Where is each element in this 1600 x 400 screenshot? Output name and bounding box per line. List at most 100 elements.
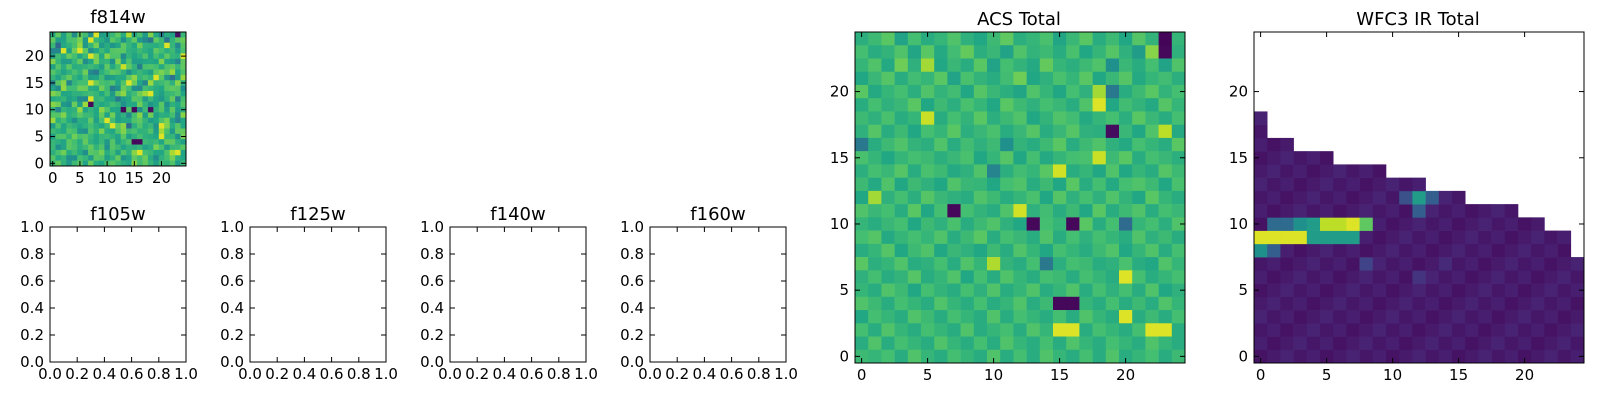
- heatmap-cell: [1359, 164, 1374, 178]
- heatmap-cell: [82, 85, 89, 92]
- heatmap-cell: [1359, 190, 1374, 205]
- heatmap-cell: [1092, 58, 1107, 73]
- heatmap-cell: [868, 164, 882, 178]
- heatmap-cell: [1346, 349, 1360, 364]
- heatmap-cell: [60, 42, 67, 49]
- y-tick-label: 0.6: [620, 272, 644, 290]
- heatmap-cell: [93, 37, 100, 44]
- y-tick-label: 10: [25, 101, 44, 119]
- heatmap-cell: [1132, 310, 1146, 324]
- heatmap-cell: [164, 107, 170, 113]
- heatmap-cell: [88, 112, 94, 119]
- heatmap-cell: [1000, 111, 1014, 125]
- heatmap-cell: [164, 80, 170, 86]
- heatmap-cell: [1026, 124, 1041, 139]
- heatmap-cell: [142, 48, 149, 54]
- panel-title: f814w: [90, 7, 145, 28]
- heatmap-cell: [973, 270, 988, 284]
- heatmap-cell: [1491, 204, 1506, 218]
- heatmap-cell: [55, 53, 62, 60]
- y-tick-label: 0.8: [20, 245, 44, 263]
- heatmap-cell: [947, 164, 961, 178]
- heatmap-cell: [66, 69, 73, 76]
- heatmap-cell: [894, 257, 909, 271]
- heatmap-cell: [934, 45, 948, 59]
- heatmap-cell: [1171, 283, 1186, 298]
- heatmap-cell: [180, 101, 187, 108]
- heatmap-cell: [1145, 177, 1159, 192]
- heatmap-cell: [907, 204, 922, 218]
- heatmap-cell: [131, 69, 138, 76]
- heatmap-cell: [126, 64, 132, 70]
- heatmap-cell: [973, 45, 988, 59]
- heatmap-cell: [1013, 283, 1027, 298]
- heatmap-cell: [1478, 336, 1492, 351]
- heatmap-cell: [1386, 190, 1400, 205]
- heatmap-cell: [894, 336, 909, 351]
- heatmap-cell: [1386, 230, 1400, 245]
- heatmap-cell: [1013, 257, 1027, 271]
- heatmap-cell: [1452, 257, 1466, 271]
- y-tick-label: 0.8: [620, 245, 644, 263]
- heatmap-cell: [55, 42, 62, 49]
- heatmap-cell: [973, 111, 988, 125]
- y-tick-label: 0.0: [220, 353, 244, 371]
- heatmap-cell: [1306, 190, 1321, 205]
- heatmap-cell: [93, 85, 100, 92]
- heatmap-cell: [1000, 32, 1014, 46]
- heatmap-cell: [120, 107, 127, 113]
- heatmap-cell: [1386, 257, 1400, 271]
- heatmap-cell: [1105, 323, 1120, 337]
- heatmap-cell: [1079, 177, 1093, 192]
- heatmap-cell: [169, 37, 176, 44]
- heatmap-cell: [175, 53, 181, 60]
- heatmap-cell: [1518, 310, 1532, 324]
- heatmap-cell: [934, 164, 948, 178]
- heatmap-cell: [960, 177, 975, 192]
- heatmap-cell: [855, 323, 869, 337]
- heatmap-cell: [126, 117, 132, 124]
- x-tick-label: 0.2: [65, 365, 89, 383]
- heatmap-cell: [88, 107, 94, 113]
- heatmap-cell: [104, 123, 111, 129]
- heatmap-cell: [1105, 98, 1120, 112]
- heatmap-cell: [50, 90, 56, 97]
- heatmap-cell: [1280, 204, 1294, 218]
- heatmap-cell: [881, 71, 895, 86]
- heatmap-cell: [1119, 310, 1133, 324]
- heatmap-cell: [50, 74, 56, 81]
- heatmap-cell: [960, 310, 975, 324]
- heatmap-cell: [1399, 177, 1413, 192]
- heatmap-cell: [50, 128, 56, 135]
- heatmap-cell: [1425, 217, 1440, 231]
- heatmap-cell: [1171, 270, 1186, 284]
- heatmap-cell: [93, 139, 100, 145]
- heatmap-cell: [1293, 177, 1308, 192]
- heatmap-cell: [960, 124, 975, 139]
- heatmap-cell: [1425, 190, 1440, 205]
- heatmap-cell: [1280, 164, 1294, 178]
- heatmap-cell: [1079, 58, 1093, 73]
- heatmap-cell: [137, 101, 143, 108]
- heatmap-cell: [66, 149, 73, 156]
- heatmap-cell: [921, 217, 935, 231]
- heatmap-cell: [1306, 204, 1321, 218]
- heatmap-cell: [1557, 283, 1572, 298]
- heatmap-cell: [1171, 71, 1186, 86]
- heatmap-cell: [120, 80, 127, 86]
- x-tick-label: 10: [98, 169, 117, 187]
- heatmap-cell: [1053, 124, 1067, 139]
- heatmap-cell: [973, 296, 988, 311]
- heatmap-cell: [855, 151, 869, 165]
- heatmap-cell: [88, 96, 94, 102]
- heatmap-cell: [1119, 190, 1133, 205]
- heatmap-cell: [1306, 296, 1321, 311]
- heatmap-cell: [1053, 336, 1067, 351]
- heatmap-cell: [1026, 349, 1041, 364]
- heatmap-cell: [1066, 151, 1080, 165]
- heatmap-cell: [934, 310, 948, 324]
- heatmap-cell: [104, 85, 111, 92]
- y-tick-label: 0.8: [220, 245, 244, 263]
- heatmap-cell: [1000, 336, 1014, 351]
